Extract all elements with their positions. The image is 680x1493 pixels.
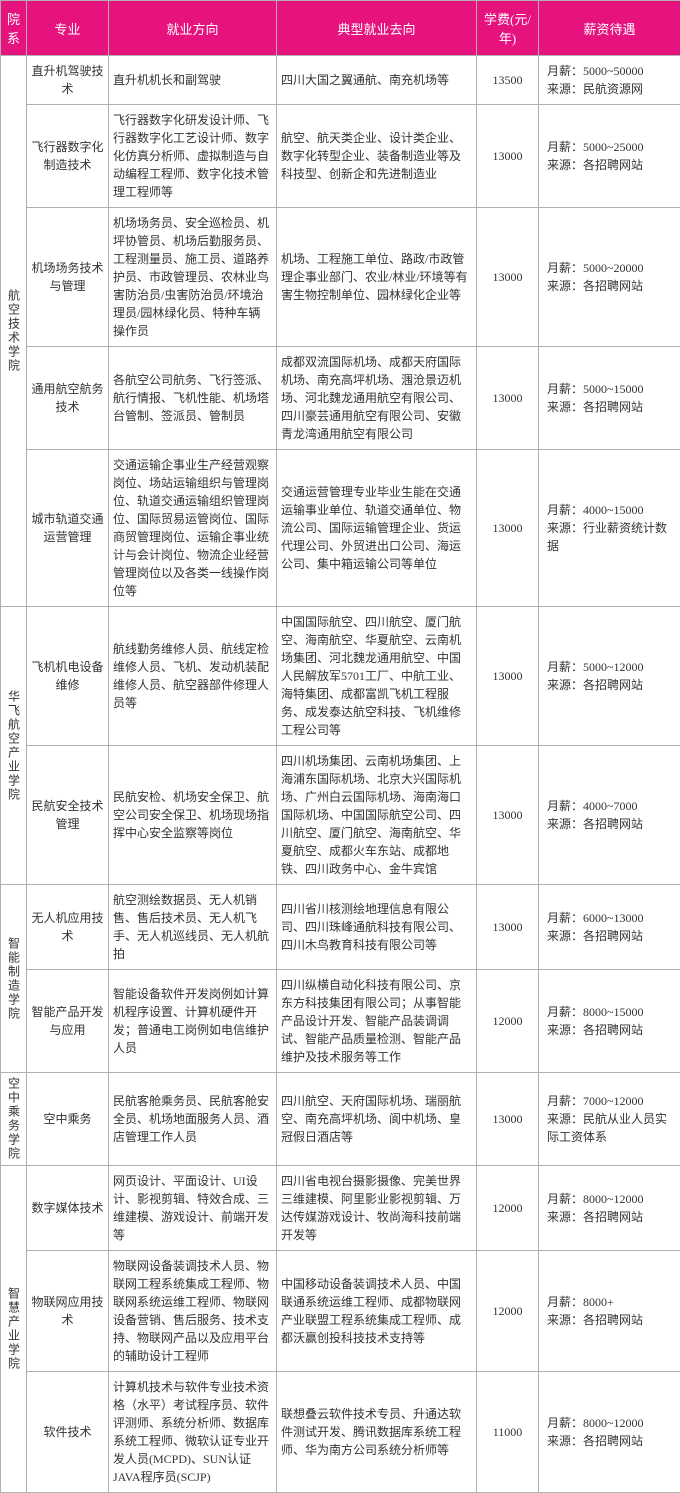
cell-salary: 月薪：7000~12000 来源：民航从业人员实际工资体系: [539, 1073, 680, 1166]
cell-direction: 直升机机长和副驾驶: [109, 56, 277, 105]
cell-fee: 13000: [477, 208, 539, 347]
cell-salary: 月薪：5000~15000 来源：各招聘网站: [539, 347, 680, 450]
cell-fee: 13000: [477, 450, 539, 607]
cell-salary: 月薪：4000~7000 来源：各招聘网站: [539, 746, 680, 885]
cell-salary: 月薪：4000~15000 来源：行业薪资统计数据: [539, 450, 680, 607]
cell-major: 机场场务技术与管理: [27, 208, 109, 347]
hdr-destination: 典型就业去向: [277, 1, 477, 56]
cell-major: 智能产品开发与应用: [27, 970, 109, 1073]
cell-major: 城市轨道交通运营管理: [27, 450, 109, 607]
cell-department: 航空技术学院: [1, 56, 27, 607]
cell-direction: 民航安检、机场安全保卫、航空公司安全保卫、机场现场指挥中心安全监察等岗位: [109, 746, 277, 885]
cell-direction: 网页设计、平面设计、UI设计、影视剪辑、特效合成、三维建模、游戏设计、前端开发等: [109, 1166, 277, 1251]
cell-fee: 13000: [477, 347, 539, 450]
cell-destination: 联想叠云软件技术专员、升通达软件测试开发、腾讯数据库系统工程师、华为南方公司系统…: [277, 1372, 477, 1493]
cell-major: 民航安全技术管理: [27, 746, 109, 885]
cell-direction: 智能设备软件开发岗例如计算机程序设置、计算机硬件开发；普通电工岗例如电信维护人员: [109, 970, 277, 1073]
cell-fee: 13000: [477, 746, 539, 885]
cell-destination: 中国移动设备装调技术人员、中国联通系统运维工程师、成都物联网产业联盟工程系统集成…: [277, 1251, 477, 1372]
cell-salary: 月薪：5000~20000 来源：各招聘网站: [539, 208, 680, 347]
table-row: 智慧产业学院数字媒体技术网页设计、平面设计、UI设计、影视剪辑、特效合成、三维建…: [1, 1166, 680, 1251]
cell-destination: 四川省川核测绘地理信息有限公司、四川珠峰通航科技有限公司、四川木鸟教育科技有限公…: [277, 885, 477, 970]
cell-direction: 飞行器数字化研发设计师、飞行器数字化工艺设计师、数字化仿真分析师、虚拟制造与自动…: [109, 105, 277, 208]
cell-fee: 13000: [477, 885, 539, 970]
table-body: 航空技术学院直升机驾驶技术直升机机长和副驾驶四川大国之翼通航、南充机场等1350…: [1, 56, 680, 1493]
cell-department: 智能制造学院: [1, 885, 27, 1073]
cell-destination: 机场、工程施工单位、路政/市政管理企事业部门、农业/林业/环境等有害生物控制单位…: [277, 208, 477, 347]
table-row: 智能制造学院无人机应用技术航空测绘数据员、无人机销售、售后技术员、无人机飞手、无…: [1, 885, 680, 970]
table-row: 通用航空航务技术各航空公司航务、飞行签派、航行情报、飞机性能、机场塔台管制、签派…: [1, 347, 680, 450]
table-row: 航空技术学院直升机驾驶技术直升机机长和副驾驶四川大国之翼通航、南充机场等1350…: [1, 56, 680, 105]
cell-fee: 12000: [477, 1166, 539, 1251]
cell-salary: 月薪：6000~13000 来源：各招聘网站: [539, 885, 680, 970]
table-row: 软件技术计算机技术与软件专业技术资格（水平）考试程序员、软件评测师、系统分析师、…: [1, 1372, 680, 1493]
program-table: 院系 专业 就业方向 典型就业去向 学费(元/年) 薪资待遇 航空技术学院直升机…: [0, 0, 680, 1493]
cell-destination: 四川大国之翼通航、南充机场等: [277, 56, 477, 105]
table-row: 机场场务技术与管理机场场务员、安全巡检员、机坪协管员、机场后勤服务员、工程测量员…: [1, 208, 680, 347]
cell-department: 空中乘务学院: [1, 1073, 27, 1166]
cell-fee: 13000: [477, 1073, 539, 1166]
cell-major: 物联网应用技术: [27, 1251, 109, 1372]
cell-salary: 月薪：5000~12000 来源：各招聘网站: [539, 607, 680, 746]
cell-major: 通用航空航务技术: [27, 347, 109, 450]
cell-direction: 航线勤务维修人员、航线定检维修人员、飞机、发动机装配维修人员、航空器部件修理人员…: [109, 607, 277, 746]
cell-department: 华飞航空产业学院: [1, 607, 27, 885]
cell-salary: 月薪：8000+ 来源：各招聘网站: [539, 1251, 680, 1372]
table-row: 物联网应用技术物联网设备装调技术人员、物联网工程系统集成工程师、物联网系统运维工…: [1, 1251, 680, 1372]
cell-direction: 计算机技术与软件专业技术资格（水平）考试程序员、软件评测师、系统分析师、数据库系…: [109, 1372, 277, 1493]
cell-destination: 四川省电视台摄影摄像、完美世界三维建模、阿里影业影视剪辑、万达传媒游戏设计、牧尚…: [277, 1166, 477, 1251]
cell-salary: 月薪：8000~15000 来源：各招聘网站: [539, 970, 680, 1073]
cell-salary: 月薪：8000~12000 来源：各招聘网站: [539, 1372, 680, 1493]
table-row: 飞行器数字化制造技术飞行器数字化研发设计师、飞行器数字化工艺设计师、数字化仿真分…: [1, 105, 680, 208]
table-row: 智能产品开发与应用智能设备软件开发岗例如计算机程序设置、计算机硬件开发；普通电工…: [1, 970, 680, 1073]
cell-major: 直升机驾驶技术: [27, 56, 109, 105]
cell-direction: 物联网设备装调技术人员、物联网工程系统集成工程师、物联网系统运维工程师、物联网设…: [109, 1251, 277, 1372]
cell-salary: 月薪：5000~25000 来源：各招聘网站: [539, 105, 680, 208]
cell-destination: 中国国际航空、四川航空、厦门航空、海南航空、华夏航空、云南机场集团、河北魏龙通用…: [277, 607, 477, 746]
hdr-fee: 学费(元/年): [477, 1, 539, 56]
cell-fee: 13000: [477, 607, 539, 746]
cell-destination: 四川机场集团、云南机场集团、上海浦东国际机场、北京大兴国际机场、广州白云国际机场…: [277, 746, 477, 885]
hdr-major: 专业: [27, 1, 109, 56]
cell-fee: 13500: [477, 56, 539, 105]
header-row: 院系 专业 就业方向 典型就业去向 学费(元/年) 薪资待遇: [1, 1, 680, 56]
cell-destination: 四川纵横自动化科技有限公司、京东方科技集团有限公司；从事智能产品设计开发、智能产…: [277, 970, 477, 1073]
cell-destination: 交通运营管理专业毕业生能在交通运输事业单位、轨道交通单位、物流公司、国际运输管理…: [277, 450, 477, 607]
cell-fee: 13000: [477, 105, 539, 208]
cell-department: 智慧产业学院: [1, 1166, 27, 1493]
cell-major: 空中乘务: [27, 1073, 109, 1166]
cell-major: 飞机机电设备维修: [27, 607, 109, 746]
table-row: 城市轨道交通运营管理交通运输企事业生产经营观察岗位、场站运输组织与管理岗位、轨道…: [1, 450, 680, 607]
hdr-department: 院系: [1, 1, 27, 56]
cell-destination: 四川航空、天府国际机场、瑞丽航空、南充高坪机场、阆中机场、皇冠假日酒店等: [277, 1073, 477, 1166]
hdr-direction: 就业方向: [109, 1, 277, 56]
cell-major: 无人机应用技术: [27, 885, 109, 970]
cell-fee: 11000: [477, 1372, 539, 1493]
cell-destination: 航空、航天类企业、设计类企业、数字化转型企业、装备制造业等及科技型、创新企和先进…: [277, 105, 477, 208]
table-row: 华飞航空产业学院飞机机电设备维修航线勤务维修人员、航线定检维修人员、飞机、发动机…: [1, 607, 680, 746]
cell-salary: 月薪：5000~50000 来源：民航资源网: [539, 56, 680, 105]
table-row: 民航安全技术管理民航安检、机场安全保卫、航空公司安全保卫、机场现场指挥中心安全监…: [1, 746, 680, 885]
cell-direction: 机场场务员、安全巡检员、机坪协管员、机场后勤服务员、工程测量员、施工员、道路养护…: [109, 208, 277, 347]
cell-direction: 各航空公司航务、飞行签派、航行情报、飞机性能、机场塔台管制、签派员、管制员: [109, 347, 277, 450]
cell-major: 软件技术: [27, 1372, 109, 1493]
cell-direction: 民航客舱乘务员、民航客舱安全员、机场地面服务人员、酒店管理工作人员: [109, 1073, 277, 1166]
cell-destination: 成都双流国际机场、成都天府国际机场、南充高坪机场、涠沧景迈机场、河北魏龙通用航空…: [277, 347, 477, 450]
cell-fee: 12000: [477, 970, 539, 1073]
cell-direction: 航空测绘数据员、无人机销售、售后技术员、无人机飞手、无人机巡线员、无人机航拍: [109, 885, 277, 970]
cell-fee: 12000: [477, 1251, 539, 1372]
cell-salary: 月薪：8000~12000 来源：各招聘网站: [539, 1166, 680, 1251]
cell-direction: 交通运输企事业生产经营观察岗位、场站运输组织与管理岗位、轨道交通运输组织管理岗位…: [109, 450, 277, 607]
cell-major: 飞行器数字化制造技术: [27, 105, 109, 208]
hdr-salary: 薪资待遇: [539, 1, 680, 56]
cell-major: 数字媒体技术: [27, 1166, 109, 1251]
table-row: 空中乘务学院空中乘务民航客舱乘务员、民航客舱安全员、机场地面服务人员、酒店管理工…: [1, 1073, 680, 1166]
